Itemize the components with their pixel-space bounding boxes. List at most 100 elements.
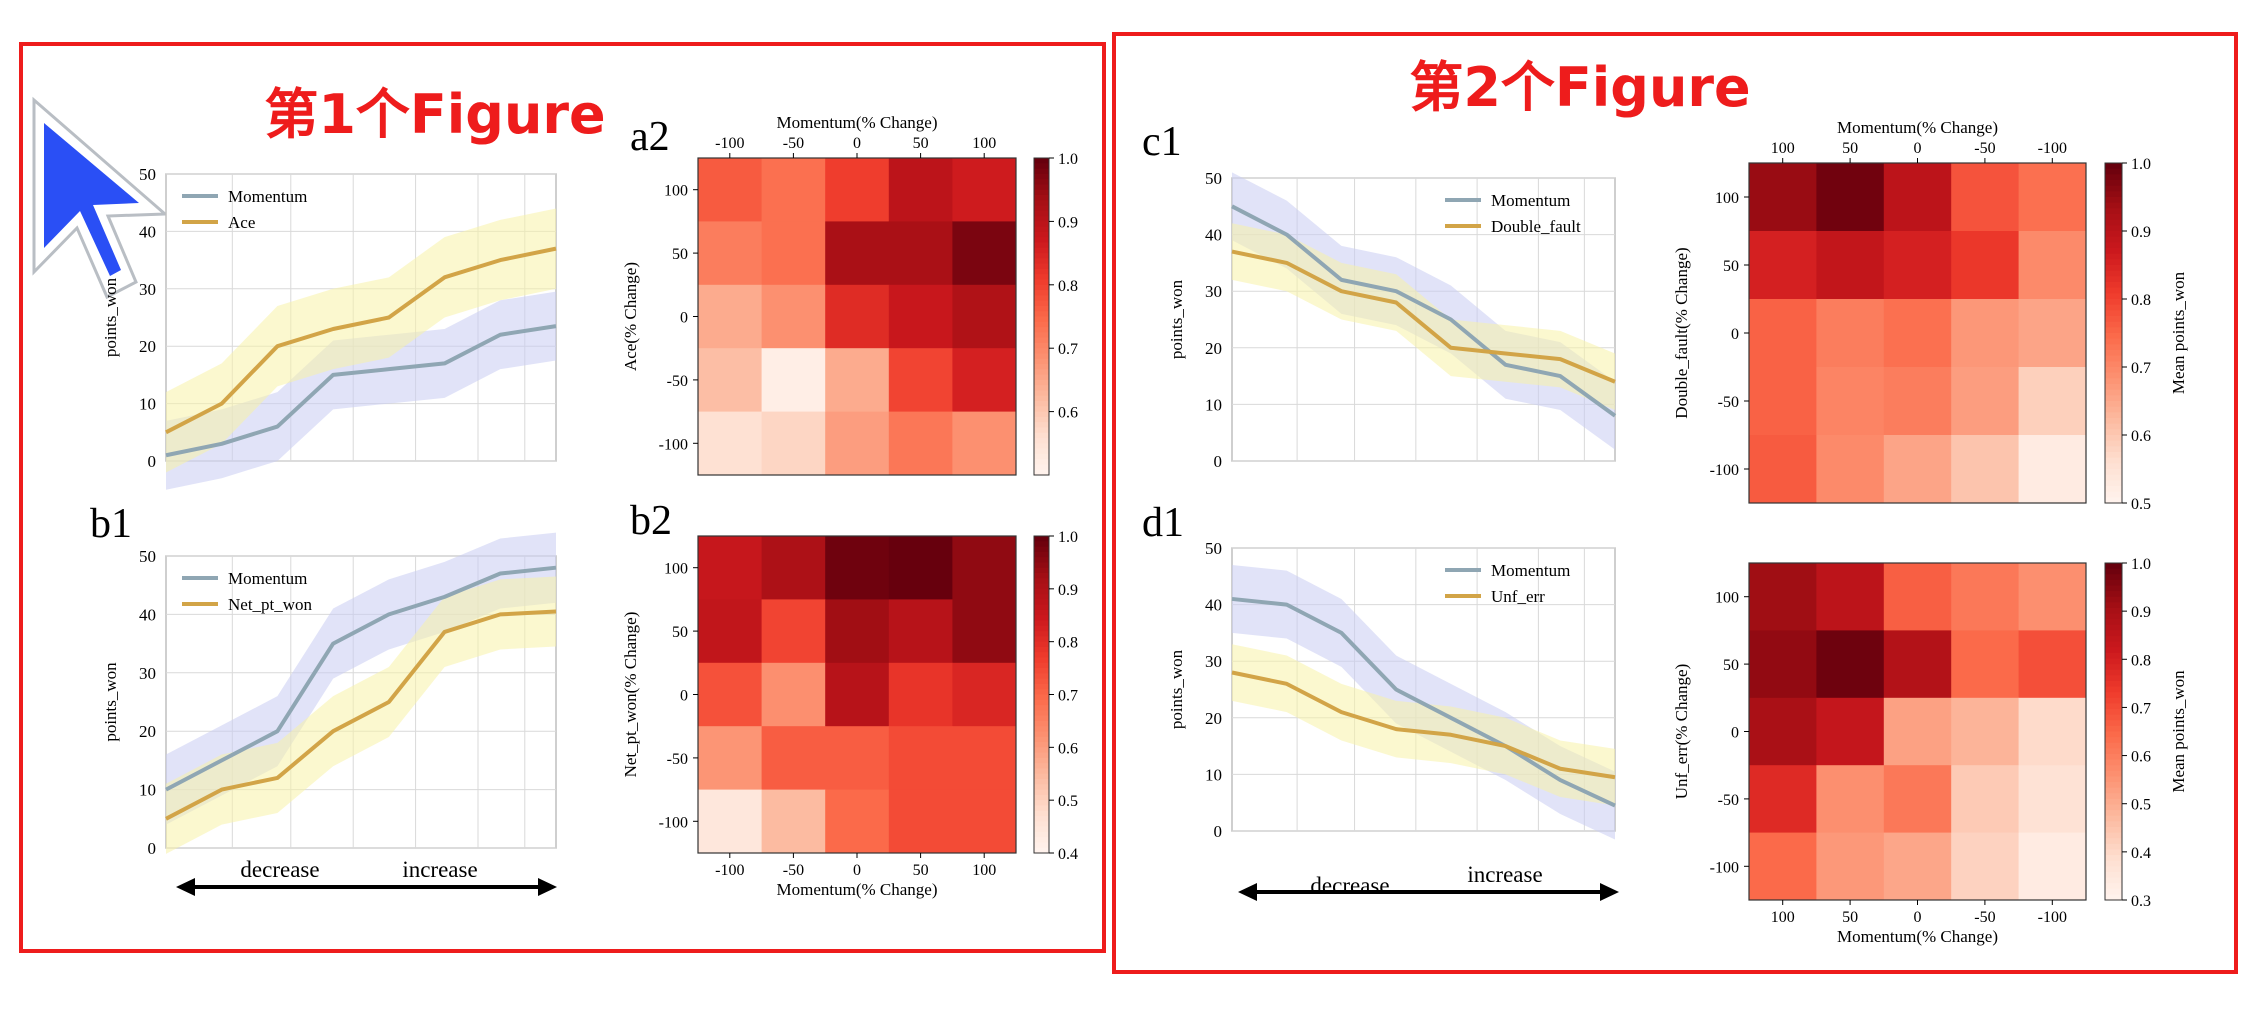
colorbar-step bbox=[1034, 321, 1049, 328]
colorbar-step bbox=[2105, 219, 2122, 226]
colorbar-step bbox=[2105, 574, 2122, 581]
colorbar-step bbox=[1034, 337, 1049, 344]
heatmap-cell bbox=[1816, 435, 1885, 504]
y-tick-label: 20 bbox=[1205, 339, 1222, 358]
legend-label: Unf_err bbox=[1491, 587, 1545, 606]
colorbar-step bbox=[1034, 158, 1049, 164]
heatmap-cell bbox=[1883, 299, 1952, 368]
colorbar-step bbox=[1034, 668, 1049, 674]
colorbar-step bbox=[2105, 641, 2122, 648]
colorbar-step bbox=[1034, 773, 1049, 780]
heatmap-cell bbox=[888, 536, 953, 600]
colorbar-step bbox=[1034, 369, 1049, 376]
heatmap-cell bbox=[888, 662, 953, 727]
colorbar-step bbox=[2105, 720, 2122, 727]
y-tick-label: -50 bbox=[1718, 792, 1739, 809]
x-tick-label: -50 bbox=[1974, 909, 1995, 926]
colorbar-step bbox=[1034, 406, 1049, 413]
colorbar-step bbox=[1034, 216, 1049, 222]
y-axis-label: points_won bbox=[1167, 279, 1186, 359]
chart-d2: 100 50 0 -50 -100 Momentum(% Change) 100 50 0 -50… bbox=[1672, 556, 2188, 946]
heatmap-cell bbox=[2018, 832, 2087, 901]
heatmap-cell bbox=[825, 599, 890, 664]
heatmap-cell bbox=[1816, 697, 1885, 766]
colorbar-tick-label: 0.7 bbox=[2131, 360, 2151, 377]
colorbar-step bbox=[1034, 342, 1049, 349]
colorbar-step bbox=[1034, 583, 1049, 590]
colorbar-step bbox=[1034, 327, 1049, 333]
colorbar-step bbox=[2105, 469, 2122, 476]
x-tick-label: 100 bbox=[972, 862, 996, 879]
colorbar-step bbox=[1034, 448, 1049, 455]
colorbar-step bbox=[2105, 652, 2122, 660]
colorbar-step bbox=[2105, 753, 2122, 761]
colorbar-step bbox=[2105, 253, 2122, 260]
heatmap-cell bbox=[825, 536, 890, 600]
colorbar-step bbox=[2105, 185, 2122, 192]
colorbar-step bbox=[1034, 184, 1049, 191]
colorbar-step bbox=[1034, 541, 1049, 548]
y-tick-label: 50 bbox=[1205, 539, 1222, 558]
colorbar-step bbox=[2105, 242, 2122, 249]
colorbar-step bbox=[2105, 321, 2122, 328]
x-tick-label: -100 bbox=[715, 135, 744, 152]
colorbar-step bbox=[2105, 737, 2122, 744]
colorbar-tick-label: 1.0 bbox=[1058, 529, 1078, 546]
colorbar-step bbox=[2105, 826, 2122, 834]
figure-2-frame bbox=[1112, 32, 2238, 974]
heatmap-cell bbox=[952, 221, 1017, 286]
colorbar-step bbox=[2105, 703, 2122, 710]
heatmap-cell bbox=[952, 726, 1017, 791]
colorbar-label: Mean points_won bbox=[2169, 271, 2188, 394]
heatmap-cell bbox=[888, 348, 953, 413]
heatmap-cell bbox=[761, 726, 826, 791]
colorbar-step bbox=[2105, 299, 2122, 306]
heatmap-cell bbox=[825, 789, 890, 854]
decrease-label: decrease bbox=[240, 857, 319, 882]
heatmap-cell bbox=[761, 789, 826, 854]
colorbar-step bbox=[2105, 838, 2122, 845]
x-axis-label: Momentum(% Change) bbox=[1837, 927, 1998, 946]
colorbar-step bbox=[2105, 686, 2122, 693]
heatmap-cell bbox=[1951, 765, 2020, 834]
colorbar-step bbox=[1034, 821, 1049, 828]
heatmap-cell bbox=[1816, 163, 1885, 232]
colorbar-step bbox=[2105, 866, 2122, 873]
colorbar-step bbox=[2105, 361, 2122, 368]
colorbar-step bbox=[1034, 662, 1049, 669]
colorbar-step bbox=[1034, 657, 1049, 664]
colorbar-step bbox=[2105, 440, 2122, 447]
colorbar-step bbox=[1034, 794, 1049, 801]
colorbar-tick-label: 0.6 bbox=[1058, 405, 1078, 422]
colorbar-step bbox=[1034, 588, 1049, 595]
y-tick-label: 0 bbox=[1731, 326, 1739, 343]
heatmap-cell bbox=[825, 221, 890, 286]
legend-label: Ace bbox=[228, 213, 255, 232]
legend-label: Momentum bbox=[1491, 561, 1570, 580]
y-tick-label: 40 bbox=[139, 222, 156, 241]
colorbar-tick-label: 0.7 bbox=[2131, 700, 2151, 717]
colorbar-tick-label: 0.6 bbox=[1058, 740, 1078, 757]
confidence-band bbox=[1232, 644, 1615, 806]
colorbar-frame bbox=[1033, 157, 1050, 476]
heatmap-cell bbox=[1951, 630, 2020, 699]
colorbar-step bbox=[2105, 680, 2122, 688]
colorbar-tick-label: 0.5 bbox=[2131, 797, 2151, 814]
colorbar-tick-label: 1.0 bbox=[1058, 151, 1078, 168]
colorbar-step bbox=[2105, 412, 2122, 419]
y-tick-label: 10 bbox=[139, 781, 156, 800]
x-tick-label: -100 bbox=[2038, 140, 2067, 157]
heatmap-cell bbox=[888, 158, 953, 222]
colorbar-step bbox=[1034, 258, 1049, 265]
cursor-arrow-icon bbox=[32, 96, 169, 300]
heatmap-cell bbox=[1816, 231, 1885, 300]
y-tick-label: 50 bbox=[139, 547, 156, 566]
heatmap-cell bbox=[825, 158, 890, 222]
colorbar-step bbox=[2105, 855, 2122, 862]
legend-label: Double_fault bbox=[1491, 217, 1581, 236]
colorbar-step bbox=[2105, 664, 2122, 671]
colorbar-step bbox=[1034, 578, 1049, 585]
heatmap-cell bbox=[2018, 367, 2087, 436]
colorbar-step bbox=[1034, 189, 1049, 196]
y-tick-label: -100 bbox=[659, 814, 688, 831]
